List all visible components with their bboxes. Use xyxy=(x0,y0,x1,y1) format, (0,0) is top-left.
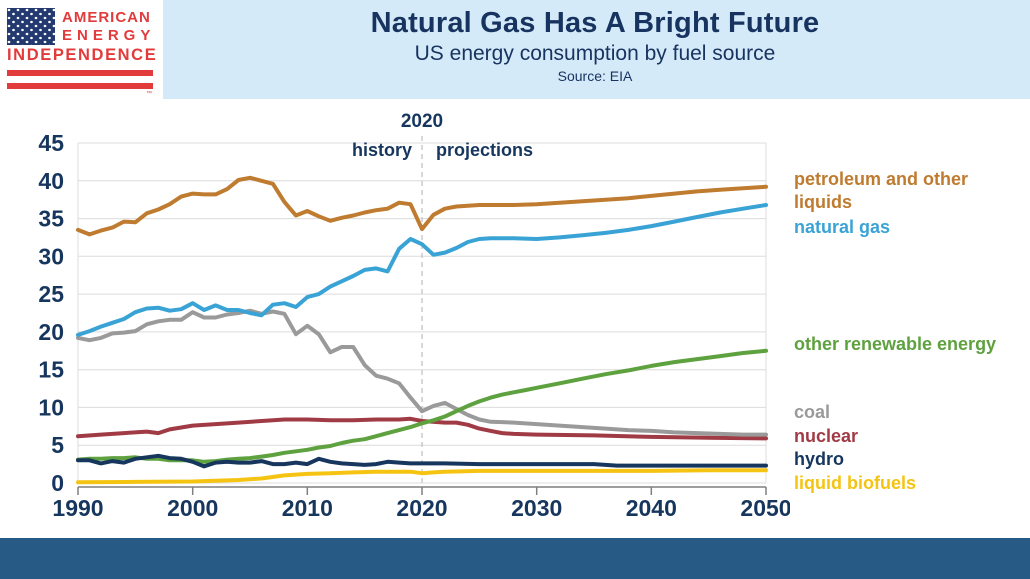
chart-canvas: 1990 2000 2010 2020 2030 2040 2050 0 5 10 15 20 25 30… xyxy=(38,111,791,521)
y-tick-label: 35 xyxy=(38,206,64,232)
y-tick-label: 45 xyxy=(38,130,64,156)
series-liquid-biofuels xyxy=(76,468,768,485)
x-tick-label: 1990 xyxy=(52,495,103,521)
logo-word-american: AMERICAN xyxy=(62,9,151,26)
flag-canton-icon xyxy=(7,8,55,45)
page-title: Natural Gas Has A Bright Future xyxy=(370,7,820,39)
x-tick-label: 2000 xyxy=(167,495,218,521)
x-tick-label: 2020 xyxy=(396,495,447,521)
logo-word-energy: ENERGY xyxy=(62,27,156,44)
series-coal xyxy=(76,308,768,437)
flag-stripe xyxy=(7,70,153,76)
x-tick-label: 2030 xyxy=(511,495,562,521)
y-tick-label: 20 xyxy=(38,319,64,345)
series-natural-gas xyxy=(76,203,768,337)
y-tick-label: 10 xyxy=(38,394,64,420)
y-tick-label: 5 xyxy=(51,432,64,458)
legend-label-liquid-biofuels: liquid biofuels xyxy=(794,473,916,493)
consumption-chart: 1990 2000 2010 2020 2030 2040 2050 0 5 10 15 20 25 30… xyxy=(0,100,791,540)
legend-label-petroleum-and-other-liquids: petroleum and other liquids xyxy=(794,169,969,212)
legend-label-natural-gas: natural gas xyxy=(794,217,891,237)
projections-label: projections xyxy=(436,140,533,160)
brand-logo: AMERICAN ENERGY INDEPENDENCE ™ xyxy=(0,0,163,99)
x-tick-label: 2050 xyxy=(740,495,790,521)
series-hydro xyxy=(76,453,768,469)
trademark-symbol: ™ xyxy=(146,91,152,97)
y-tick-label: 40 xyxy=(38,168,64,194)
series-petroleum-and-other-liquids xyxy=(76,175,768,237)
series-nuclear xyxy=(76,416,768,441)
legend-label-nuclear: nuclear xyxy=(794,426,859,446)
legend-label-other-renewable-energy: other renewable energy xyxy=(794,334,997,354)
y-tick-label: 30 xyxy=(38,243,64,269)
y-tick-label: 0 xyxy=(51,470,64,496)
header-text-block: Natural Gas Has A Bright Future US energ… xyxy=(160,0,1030,99)
x-tick-label: 2010 xyxy=(282,495,333,521)
flag-stripe xyxy=(7,83,153,89)
header-band: Natural Gas Has A Bright Future US energ… xyxy=(0,0,1030,99)
history-label: history xyxy=(352,140,412,160)
footer-bar xyxy=(0,538,1030,579)
y-tick-label: 15 xyxy=(38,357,64,383)
y-tick-label: 25 xyxy=(38,281,64,307)
source-caption: Source: EIA xyxy=(557,68,633,84)
divider-year-label: 2020 xyxy=(401,111,443,132)
page-subtitle: US energy consumption by fuel source xyxy=(414,42,776,65)
legend-label-hydro: hydro xyxy=(794,449,845,469)
x-tick-label: 2040 xyxy=(626,495,677,521)
logo-word-independence: INDEPENDENCE xyxy=(7,46,158,64)
legend-label-coal: coal xyxy=(794,402,831,422)
